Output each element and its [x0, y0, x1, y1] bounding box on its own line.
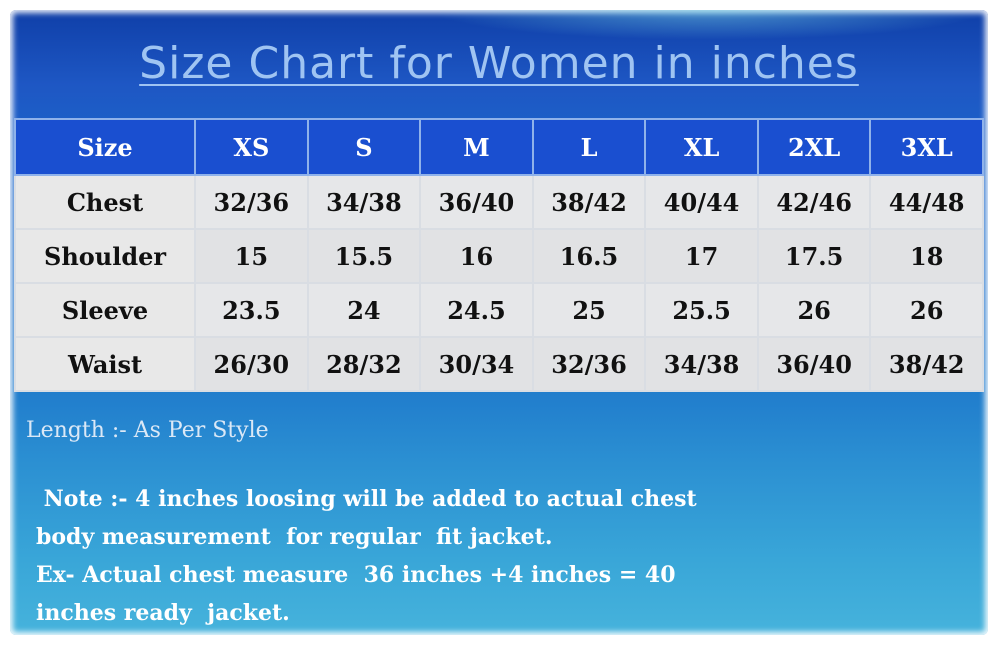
- row-label: Sleeve: [13, 282, 197, 338]
- table-cell: 23.5: [194, 282, 309, 338]
- table-cell: 25.5: [644, 282, 759, 338]
- note-line: body measurement for regular fit jacket.: [36, 524, 553, 550]
- header-cell: S: [306, 118, 422, 176]
- header-cell: 2XL: [756, 118, 872, 176]
- size-table: Size XS S M L XL 2XL 3XL Chest 32/36 34/…: [13, 118, 984, 392]
- table-cell: 26/30: [194, 336, 309, 392]
- table-cell: 17.5: [756, 228, 872, 284]
- header-cell: XL: [644, 118, 759, 176]
- fit-note: Note :- 4 inches loosing will be added t…: [36, 480, 936, 632]
- table-cell: 36/40: [756, 336, 872, 392]
- table-cell: 38/42: [531, 174, 647, 230]
- table-cell: 34/38: [306, 174, 422, 230]
- header-cell: M: [419, 118, 534, 176]
- table-cell: 16.5: [531, 228, 647, 284]
- table-cell: 32/36: [194, 174, 309, 230]
- table-cell: 17: [644, 228, 759, 284]
- length-note: Length :- As Per Style: [26, 418, 269, 443]
- header-cell: 3XL: [869, 118, 984, 176]
- table-cell: 38/42: [869, 336, 984, 392]
- table-cell: 15: [194, 228, 309, 284]
- note-line: Note :- 4 inches loosing will be added t…: [36, 486, 697, 512]
- decorative-wave: [430, 10, 988, 40]
- row-label: Shoulder: [13, 228, 197, 284]
- table-row: Chest 32/36 34/38 36/40 38/42 40/44 42/4…: [13, 174, 984, 230]
- table-row: Shoulder 15 15.5 16 16.5 17 17.5 18: [13, 228, 984, 284]
- table-row: Sleeve 23.5 24 24.5 25 25.5 26 26: [13, 282, 984, 338]
- header-cell: XS: [194, 118, 309, 176]
- table-cell: 26: [756, 282, 872, 338]
- page-title: Size Chart for Women in inches: [139, 38, 859, 89]
- table-header-row: Size XS S M L XL 2XL 3XL: [13, 118, 984, 176]
- table-cell: 26: [869, 282, 984, 338]
- note-line: inches ready jacket.: [36, 600, 290, 626]
- table-cell: 40/44: [644, 174, 759, 230]
- header-cell: Size: [13, 118, 197, 176]
- table-cell: 18: [869, 228, 984, 284]
- table-cell: 44/48: [869, 174, 984, 230]
- table-cell: 42/46: [756, 174, 872, 230]
- table-cell: 28/32: [306, 336, 422, 392]
- size-chart-card: Size Chart for Women in inches Size XS S…: [10, 10, 988, 635]
- note-line: Ex- Actual chest measure 36 inches +4 in…: [36, 562, 676, 588]
- table-cell: 30/34: [419, 336, 534, 392]
- table-cell: 24.5: [419, 282, 534, 338]
- table-cell: 32/36: [531, 336, 647, 392]
- table-row: Waist 26/30 28/32 30/34 32/36 34/38 36/4…: [13, 336, 984, 392]
- header-cell: L: [531, 118, 647, 176]
- table-cell: 24: [306, 282, 422, 338]
- row-label: Waist: [13, 336, 197, 392]
- table-cell: 16: [419, 228, 534, 284]
- row-label: Chest: [13, 174, 197, 230]
- table-cell: 34/38: [644, 336, 759, 392]
- table-cell: 25: [531, 282, 647, 338]
- table-cell: 36/40: [419, 174, 534, 230]
- table-cell: 15.5: [306, 228, 422, 284]
